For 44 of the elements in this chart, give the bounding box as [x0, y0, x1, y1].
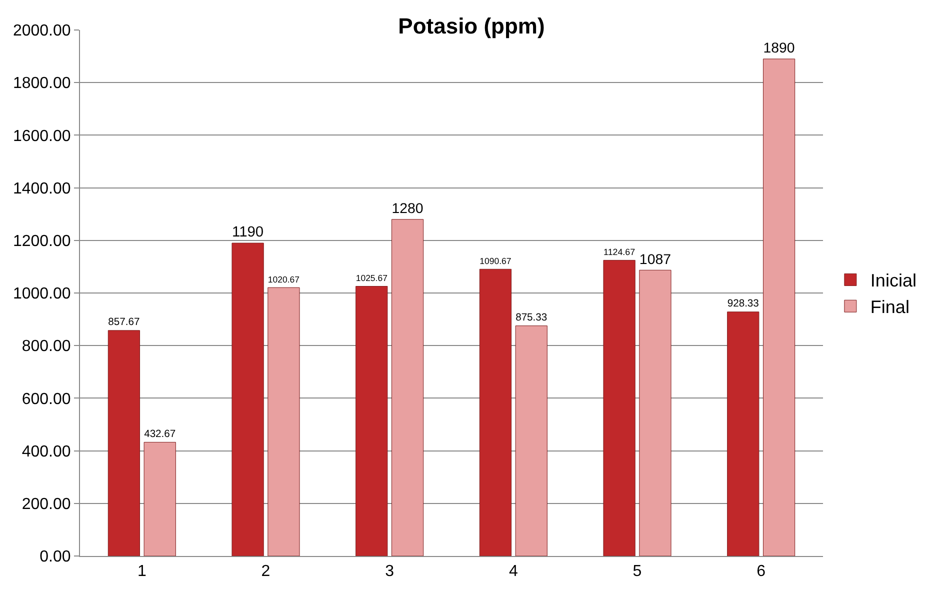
- x-tick-label: 6: [756, 563, 766, 580]
- data-label: 1087: [639, 252, 672, 268]
- bar: [356, 286, 388, 556]
- legend-label: Inicial: [870, 270, 916, 291]
- y-tick-label: 400.00: [22, 443, 71, 460]
- data-label: 1025.67: [356, 273, 388, 284]
- bar: [391, 219, 424, 556]
- y-tick-label: 800.00: [22, 338, 71, 356]
- y-tick-label: 200.00: [22, 496, 71, 513]
- data-label: 432.67: [144, 428, 176, 440]
- y-tick-label: 2000.00: [12, 22, 71, 40]
- y-tick-label: 1600.00: [12, 128, 71, 145]
- data-label: 857.67: [108, 317, 140, 328]
- bar: [762, 58, 796, 556]
- bar: [232, 242, 264, 556]
- bar: [603, 260, 636, 556]
- y-tick-label: 0.00: [40, 548, 71, 566]
- data-label: 1090.67: [480, 256, 512, 266]
- y-tick-label: 1200.00: [12, 233, 71, 250]
- data-label: 1890: [763, 40, 795, 57]
- y-tick-label: 1800.00: [12, 75, 71, 92]
- data-label: 1124.67: [604, 247, 636, 258]
- legend-label: Final: [870, 297, 910, 318]
- bar: [268, 287, 300, 556]
- bar: [108, 330, 140, 556]
- chart-title: Potasio (ppm): [398, 13, 545, 38]
- x-tick-label: 4: [508, 563, 518, 580]
- bar: [144, 442, 176, 556]
- bar: [639, 270, 672, 556]
- bar: [479, 268, 512, 556]
- y-tick-label: 1000.00: [12, 286, 71, 303]
- data-label: 1190: [232, 224, 264, 241]
- data-label: 875.33: [516, 312, 548, 324]
- y-tick-label: 600.00: [22, 390, 71, 408]
- data-label: 1280: [392, 201, 424, 218]
- x-tick-label: 1: [137, 563, 146, 580]
- x-tick-label: 5: [632, 563, 642, 580]
- bar: [727, 312, 760, 556]
- bar: [515, 326, 548, 556]
- x-tick-label: 3: [385, 563, 394, 580]
- y-tick-label: 1400.00: [12, 180, 71, 198]
- x-tick-label: 2: [261, 563, 270, 580]
- data-label: 928.33: [727, 298, 760, 310]
- data-label: 1020.67: [268, 274, 300, 285]
